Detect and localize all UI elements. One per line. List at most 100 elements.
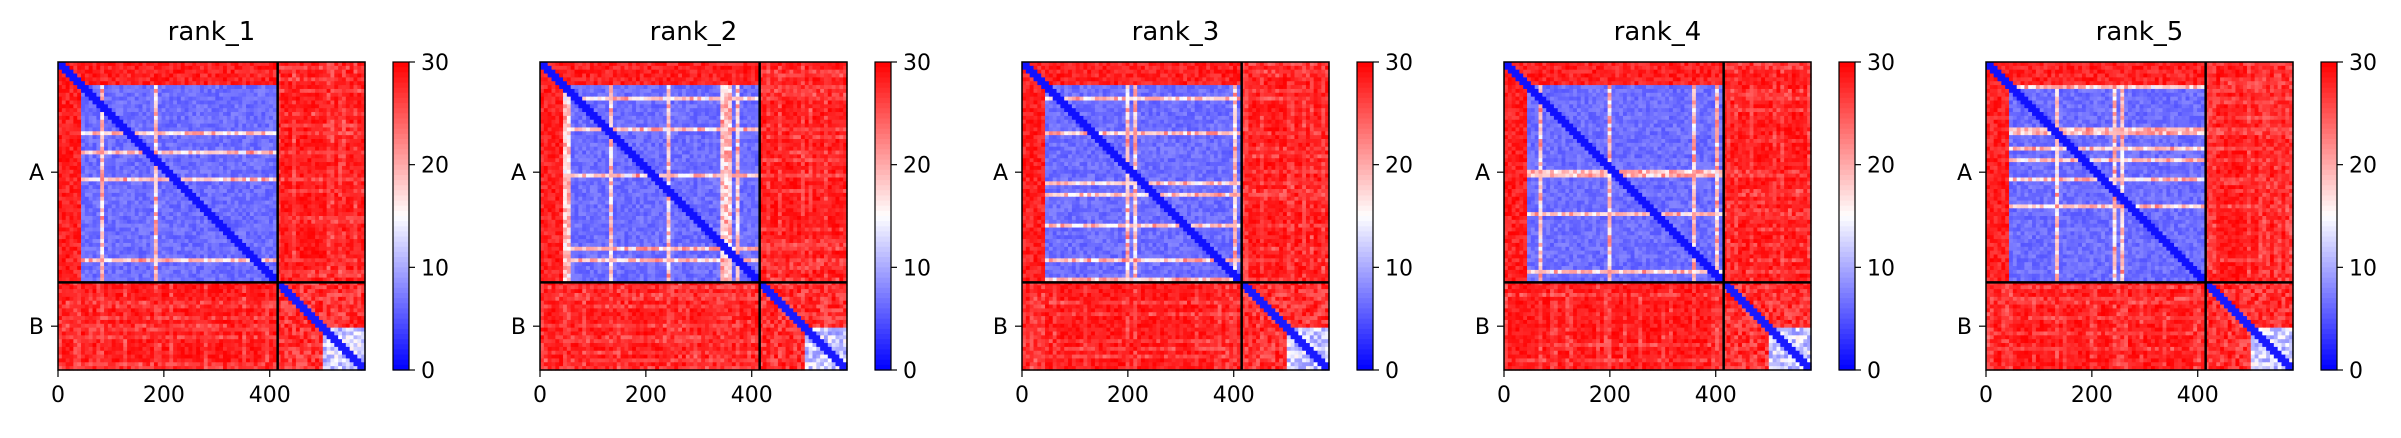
heatmap-cell [169, 166, 173, 170]
heatmap-cell [242, 293, 246, 297]
heatmap-cell [338, 228, 342, 232]
heatmap-cell [169, 193, 173, 197]
heatmap-cell [177, 89, 181, 93]
heatmap-cell [131, 247, 135, 251]
heatmap-cell [223, 97, 227, 101]
heatmap-cell [208, 181, 212, 185]
heatmap-cell [66, 97, 70, 101]
heatmap-cell [311, 289, 315, 293]
heatmap-cell [231, 139, 235, 143]
heatmap-cell [127, 127, 131, 131]
heatmap-cell [227, 74, 231, 78]
heatmap-cell [81, 85, 85, 89]
heatmap-cell [231, 81, 235, 85]
heatmap-cell [238, 204, 242, 208]
heatmap-cell [231, 193, 235, 197]
heatmap-cell [112, 208, 116, 212]
heatmap-cell [323, 231, 327, 235]
heatmap-cell [319, 285, 323, 289]
heatmap-cell [177, 189, 181, 193]
heatmap-cell [208, 216, 212, 220]
heatmap-cell [304, 81, 308, 85]
heatmap-cell [142, 112, 146, 116]
heatmap-cell [135, 231, 139, 235]
heatmap-cell [112, 120, 116, 124]
heatmap-cell [177, 139, 181, 143]
heatmap-cell [162, 120, 166, 124]
heatmap-cell [77, 127, 81, 131]
heatmap-cell [269, 178, 273, 182]
heatmap-cell [77, 220, 81, 224]
heatmap-cell [261, 224, 265, 228]
heatmap-cell [85, 185, 89, 189]
heatmap-cell [261, 247, 265, 251]
heatmap-cell [89, 201, 93, 205]
heatmap-cell [208, 97, 212, 101]
heatmap-cell [142, 124, 146, 128]
heatmap-cell [200, 120, 204, 124]
heatmap-cell [342, 174, 346, 178]
heatmap-cell [296, 297, 300, 301]
heatmap-cell [296, 231, 300, 235]
heatmap-cell [100, 293, 104, 297]
heatmap-cell [196, 120, 200, 124]
heatmap-cell [93, 228, 97, 232]
heatmap-cell [296, 104, 300, 108]
heatmap-cell [242, 258, 246, 262]
heatmap-cell [139, 147, 143, 151]
heatmap-cell [281, 97, 285, 101]
heatmap-cell [158, 266, 162, 270]
heatmap-cell [165, 274, 169, 278]
heatmap-cell [261, 297, 265, 301]
heatmap-cell [139, 220, 143, 224]
heatmap-cell [100, 255, 104, 259]
heatmap-cell [85, 143, 89, 147]
heatmap-cell [334, 135, 338, 139]
heatmap-cell [116, 66, 120, 70]
heatmap-cell [165, 235, 169, 239]
heatmap-cell [188, 101, 192, 105]
heatmap-cell [292, 251, 296, 255]
heatmap-cell [96, 208, 100, 212]
heatmap-cell [288, 251, 292, 255]
heatmap-cell [173, 120, 177, 124]
heatmap-cell [104, 89, 108, 93]
heatmap-cell [119, 139, 123, 143]
heatmap-cell [242, 85, 246, 89]
heatmap-cell [154, 112, 158, 116]
heatmap-cell [73, 220, 77, 224]
heatmap-cell [219, 266, 223, 270]
heatmap-cell [353, 247, 357, 251]
heatmap-cell [150, 116, 154, 120]
heatmap-cell [357, 258, 361, 262]
heatmap-cell [269, 216, 273, 220]
heatmap-cell [254, 243, 258, 247]
heatmap-cell [123, 258, 127, 262]
heatmap-cell [307, 220, 311, 224]
heatmap-cell [146, 101, 150, 105]
heatmap-cell [323, 185, 327, 189]
heatmap-cell [238, 93, 242, 97]
heatmap-cell [131, 216, 135, 220]
heatmap-cell [119, 131, 123, 135]
heatmap-cell [231, 162, 235, 166]
heatmap-cell [238, 247, 242, 251]
heatmap-cell [296, 235, 300, 239]
heatmap-cell [300, 251, 304, 255]
heatmap-cell [300, 166, 304, 170]
heatmap-cell [296, 289, 300, 293]
heatmap-cell [238, 97, 242, 101]
heatmap-cell [142, 301, 146, 305]
heatmap-cell [108, 93, 112, 97]
heatmap-cell [334, 89, 338, 93]
heatmap-cell [311, 231, 315, 235]
heatmap-cell [112, 93, 116, 97]
heatmap-cell [208, 255, 212, 259]
heatmap-cell [238, 274, 242, 278]
heatmap-cell [288, 274, 292, 278]
heatmap-cell [112, 178, 116, 182]
heatmap-cell [227, 97, 231, 101]
heatmap-cell [327, 139, 331, 143]
heatmap-cell [208, 258, 212, 262]
heatmap-cell [181, 147, 185, 151]
